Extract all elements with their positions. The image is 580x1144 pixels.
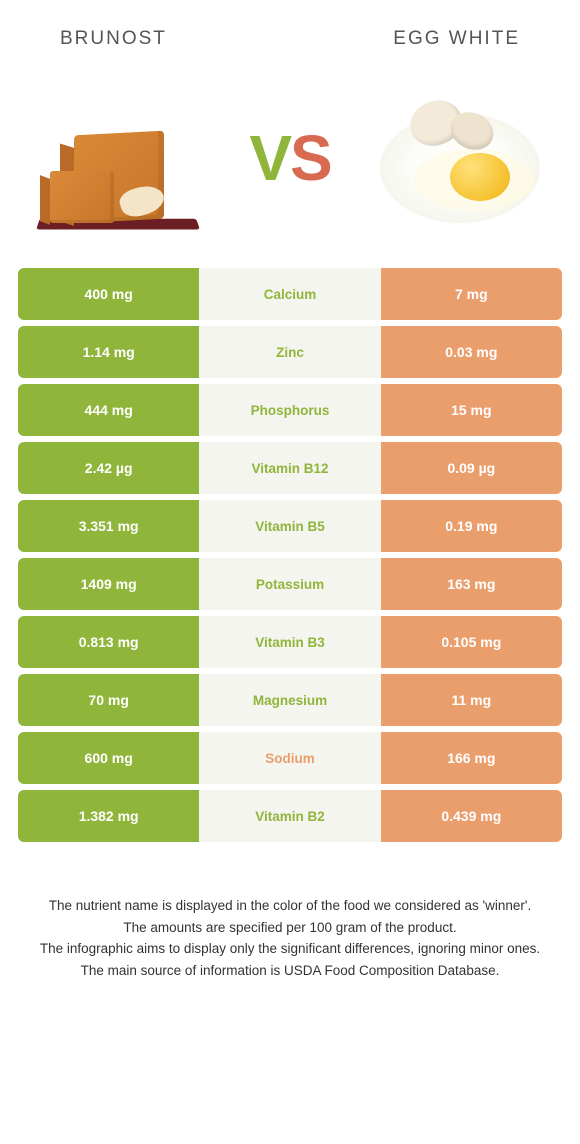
value-right: 0.03 mg: [381, 326, 562, 378]
value-left: 70 mg: [18, 674, 199, 726]
value-left: 1.382 mg: [18, 790, 199, 842]
value-right: 163 mg: [381, 558, 562, 610]
title-left: BRUNOST: [60, 28, 167, 50]
value-left: 600 mg: [18, 732, 199, 784]
footnote-line: The amounts are specified per 100 gram o…: [30, 918, 550, 938]
value-left: 444 mg: [18, 384, 199, 436]
egg-illustration: [370, 73, 550, 243]
nutrient-name: Phosphorus: [199, 384, 380, 436]
value-left: 400 mg: [18, 268, 199, 320]
value-left: 3.351 mg: [18, 500, 199, 552]
value-left: 1.14 mg: [18, 326, 199, 378]
nutrient-name: Calcium: [199, 268, 380, 320]
table-row: 70 mgMagnesium11 mg: [18, 674, 562, 726]
header: BRUNOST EGG WHITE: [0, 0, 580, 58]
vs-label: VS: [249, 121, 330, 195]
vs-v: V: [249, 122, 290, 194]
nutrient-name: Vitamin B3: [199, 616, 380, 668]
table-row: 2.42 µgVitamin B120.09 µg: [18, 442, 562, 494]
value-right: 7 mg: [381, 268, 562, 320]
footnote-line: The main source of information is USDA F…: [30, 961, 550, 981]
footnote-line: The nutrient name is displayed in the co…: [30, 896, 550, 916]
vs-s: S: [290, 122, 331, 194]
value-right: 15 mg: [381, 384, 562, 436]
table-row: 444 mgPhosphorus15 mg: [18, 384, 562, 436]
nutrient-name: Sodium: [199, 732, 380, 784]
table-row: 1.14 mgZinc0.03 mg: [18, 326, 562, 378]
table-row: 0.813 mgVitamin B30.105 mg: [18, 616, 562, 668]
table-row: 1409 mgPotassium163 mg: [18, 558, 562, 610]
nutrient-name: Magnesium: [199, 674, 380, 726]
value-left: 2.42 µg: [18, 442, 199, 494]
value-right: 0.09 µg: [381, 442, 562, 494]
nutrient-name: Vitamin B2: [199, 790, 380, 842]
nutrient-name: Potassium: [199, 558, 380, 610]
table-row: 1.382 mgVitamin B20.439 mg: [18, 790, 562, 842]
table-row: 400 mgCalcium7 mg: [18, 268, 562, 320]
nutrient-name: Zinc: [199, 326, 380, 378]
nutrient-name: Vitamin B12: [199, 442, 380, 494]
value-right: 0.105 mg: [381, 616, 562, 668]
footnotes: The nutrient name is displayed in the co…: [0, 848, 580, 980]
value-right: 11 mg: [381, 674, 562, 726]
brunost-illustration: [30, 73, 210, 243]
value-right: 166 mg: [381, 732, 562, 784]
nutrient-table: 400 mgCalcium7 mg 1.14 mgZinc0.03 mg 444 m…: [0, 268, 580, 842]
value-left: 0.813 mg: [18, 616, 199, 668]
nutrient-name: Vitamin B5: [199, 500, 380, 552]
value-right: 0.19 mg: [381, 500, 562, 552]
value-right: 0.439 mg: [381, 790, 562, 842]
title-right: EGG WHITE: [393, 28, 520, 50]
hero: VS: [0, 58, 580, 268]
value-left: 1409 mg: [18, 558, 199, 610]
table-row: 3.351 mgVitamin B50.19 mg: [18, 500, 562, 552]
footnote-line: The infographic aims to display only the…: [30, 939, 550, 959]
table-row: 600 mgSodium166 mg: [18, 732, 562, 784]
